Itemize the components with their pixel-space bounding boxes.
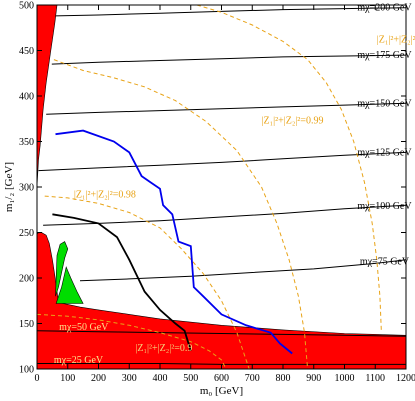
x-tick-label: 100 xyxy=(60,373,75,384)
x-tick-label: 400 xyxy=(153,373,168,384)
region-allowed-green-lower xyxy=(55,266,84,304)
curve-label-mchi-150: mχ=150 GeV xyxy=(357,98,412,109)
curve-z-0995 xyxy=(196,4,382,333)
curve-mchi-75 xyxy=(79,259,407,282)
y-tick-label: 350 xyxy=(19,137,34,148)
series-layer xyxy=(36,4,407,370)
curve-blue-curve xyxy=(55,129,293,355)
x-tick-label: 200 xyxy=(91,373,106,384)
curve-z-098 xyxy=(44,195,250,370)
curve-label-mchi-100: mχ=100 GeV xyxy=(357,201,412,212)
x-axis-title: m₀ [GeV] xyxy=(200,385,243,397)
curve-label-mchi-200: mχ=200 GeV xyxy=(357,3,412,14)
curve-black-curve xyxy=(52,213,192,352)
curve-mchi-200 xyxy=(55,7,407,17)
y-tick-label: 400 xyxy=(19,92,34,103)
x-tick-label: 1200 xyxy=(396,373,415,384)
x-tick-label: 0 xyxy=(35,373,40,384)
x-tick-label: 1000 xyxy=(335,373,355,384)
curve-mchi-150 xyxy=(46,102,407,115)
curve-mchi-125 xyxy=(38,151,407,172)
y-tick-label: 450 xyxy=(19,46,34,57)
y-tick-label: 150 xyxy=(19,319,34,330)
y-tick-label: 100 xyxy=(19,365,34,376)
y-tick-label: 200 xyxy=(19,274,34,285)
x-tick-label: 800 xyxy=(276,373,291,384)
curve-label-z-0995: |Z₁|²+|Z₂|²=0.995 xyxy=(377,35,415,46)
x-tick-label: 300 xyxy=(122,373,137,384)
curve-mchi-50 xyxy=(36,330,407,337)
curve-label-mchi-75: mχ=75 GeV xyxy=(360,257,410,268)
curve-label-mchi-25: mχ=25 GeV xyxy=(54,355,104,366)
curve-mchi-175 xyxy=(51,54,407,65)
region-allowed-green-upper xyxy=(55,241,69,297)
curve-label-layer: mχ=200 GeV mχ=175 GeV mχ=150 GeV mχ=125 GeV… xyxy=(54,3,415,366)
curve-mchi-100 xyxy=(43,204,407,226)
y-axis-title: m₁/₂ [GeV] xyxy=(3,162,15,212)
x-tick-label: 600 xyxy=(214,373,229,384)
x-tick-label: 500 xyxy=(183,373,198,384)
x-tick-label: 900 xyxy=(306,373,321,384)
y-tick-label: 300 xyxy=(19,183,34,194)
curve-label-z-099: |Z₁|²+|Z₂|²=0.99 xyxy=(261,116,323,127)
curve-label-mchi-50: mχ=50 GeV xyxy=(59,322,109,333)
curve-label-mchi-175: mχ=175 GeV xyxy=(357,50,412,61)
curve-label-z-09: |Z₁|²+|Z₂|²=0.9 xyxy=(135,343,192,354)
y-tick-label: 250 xyxy=(19,228,34,239)
curve-label-mchi-125: mχ=125 GeV xyxy=(357,147,412,158)
curve-label-z-098: |Z₁|²+|Z₂|²=0.98 xyxy=(74,189,136,200)
x-tick-label: 1100 xyxy=(365,373,385,384)
y-tick-label: 500 xyxy=(19,1,34,12)
region-excluded-bottom xyxy=(36,232,407,370)
x-tick-label: 700 xyxy=(245,373,260,384)
curve-z-099 xyxy=(53,59,309,370)
tick-layer: 0 100 200 300 400 500 600 700 800 900 1000 1100 1200… xyxy=(19,1,415,385)
